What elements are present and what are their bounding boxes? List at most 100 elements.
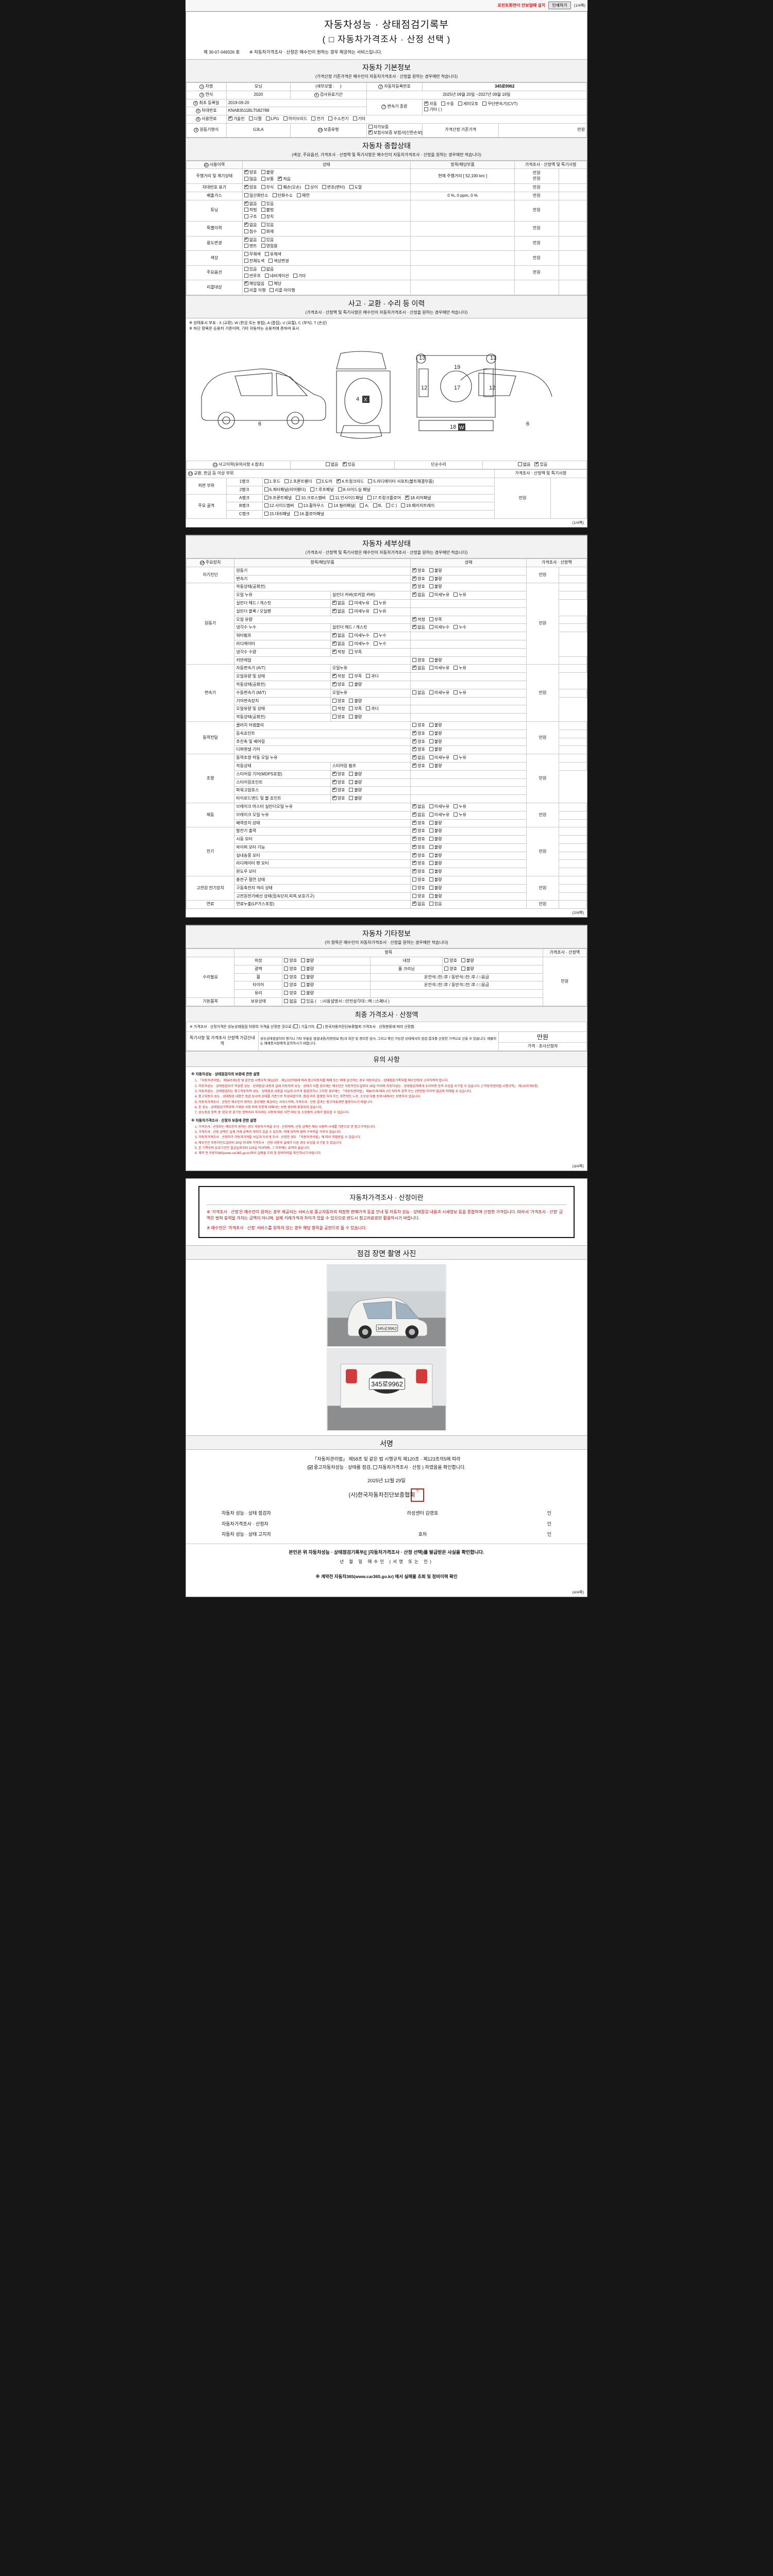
checkbox-icon[interactable]	[429, 731, 433, 735]
checkbox-icon[interactable]	[453, 592, 458, 597]
status-option[interactable]: 많음	[244, 177, 257, 182]
state-option[interactable]: 불량	[301, 991, 314, 996]
checkbox-icon[interactable]	[264, 512, 268, 516]
state-option[interactable]: 불량	[429, 885, 442, 891]
status-option[interactable]: 침수	[244, 229, 257, 235]
checkbox-icon[interactable]	[412, 803, 417, 809]
checkbox-icon[interactable]	[293, 273, 297, 278]
status-option[interactable]: 기타	[293, 273, 306, 279]
checkbox-icon[interactable]	[349, 771, 354, 776]
state-option[interactable]: 양호	[412, 885, 425, 891]
state-option[interactable]: 불량	[349, 788, 362, 793]
state-option[interactable]: 양호	[412, 762, 425, 769]
state-option[interactable]: 양호	[284, 974, 297, 980]
state-option[interactable]: 양호	[444, 966, 457, 972]
checkbox-icon[interactable]	[284, 974, 289, 979]
checkbox-icon[interactable]	[412, 836, 417, 841]
checkbox-icon[interactable]	[328, 116, 333, 121]
checkbox-icon[interactable]	[296, 495, 300, 500]
checkbox-icon[interactable]	[412, 575, 417, 581]
part-option[interactable]: B,	[373, 503, 382, 509]
checkbox-icon[interactable]	[244, 200, 248, 206]
checkbox-icon[interactable]	[373, 633, 378, 638]
checkbox-icon[interactable]	[332, 779, 337, 784]
state-option[interactable]: 양호	[444, 958, 457, 964]
state-option[interactable]: 양호	[412, 877, 425, 883]
checkbox-icon[interactable]	[261, 201, 265, 206]
accident-history-option[interactable]: 있음	[342, 461, 355, 468]
checkbox-icon[interactable]	[311, 116, 316, 121]
part-option[interactable]: 19.패키지트레이	[401, 503, 434, 509]
state-option[interactable]: 양호	[412, 567, 425, 574]
state-option[interactable]: 불량	[429, 747, 442, 753]
checkbox-icon[interactable]	[412, 885, 417, 890]
checkbox-icon[interactable]	[244, 169, 248, 175]
checkbox-icon[interactable]	[412, 746, 417, 752]
state-option[interactable]: 미세누수	[349, 633, 369, 639]
checkbox-icon[interactable]	[429, 625, 433, 630]
status-option[interactable]: 일산화탄소	[244, 193, 268, 199]
state-option[interactable]: 있음	[429, 902, 442, 907]
checkbox-icon[interactable]	[429, 617, 433, 621]
state-option[interactable]: 불량	[429, 861, 442, 867]
checkbox-icon[interactable]	[264, 273, 269, 278]
checkbox-icon[interactable]	[349, 600, 354, 605]
checkbox-icon[interactable]	[453, 804, 458, 808]
checkbox-icon[interactable]	[261, 244, 265, 248]
status-option[interactable]: 양호	[244, 184, 257, 191]
checkbox-icon[interactable]	[244, 258, 248, 263]
state-option[interactable]: 미세누수	[349, 641, 369, 647]
status-option[interactable]: 상이	[305, 184, 318, 191]
transmission-option[interactable]: 세미오토	[458, 101, 478, 107]
checkbox-icon[interactable]	[368, 129, 373, 135]
checkbox-icon[interactable]	[261, 237, 265, 242]
checkbox-icon[interactable]	[412, 567, 417, 573]
state-option[interactable]: 적정	[332, 706, 345, 712]
state-option[interactable]: 없음	[332, 608, 345, 615]
state-option[interactable]: 양호	[332, 795, 345, 802]
checkbox-icon[interactable]	[534, 461, 539, 467]
state-option[interactable]: 양호	[412, 583, 425, 590]
status-option[interactable]: 해당없음	[244, 280, 264, 287]
checkbox-icon[interactable]	[349, 649, 354, 654]
state-option[interactable]: 누유	[453, 666, 466, 671]
status-option[interactable]: 보통	[261, 177, 274, 182]
state-option[interactable]: 적정	[332, 673, 345, 680]
checkbox-icon[interactable]	[429, 902, 433, 906]
checkbox-icon[interactable]	[261, 229, 265, 233]
status-option[interactable]: 있음	[261, 237, 274, 243]
checkbox-icon[interactable]	[244, 193, 248, 197]
checkbox-icon[interactable]	[268, 281, 273, 286]
checkbox-icon[interactable]	[412, 665, 417, 670]
checkbox-icon[interactable]	[373, 600, 378, 605]
checkbox-icon[interactable]	[244, 184, 248, 190]
checkbox-icon[interactable]	[461, 966, 465, 971]
checkbox-icon[interactable]	[453, 755, 458, 760]
status-option[interactable]: 매연	[297, 193, 310, 199]
status-option[interactable]: 없음	[244, 222, 257, 228]
state-option[interactable]: 양호	[412, 730, 425, 737]
state-option[interactable]: 불량	[429, 893, 442, 900]
status-option[interactable]: 장치	[261, 214, 274, 220]
state-option[interactable]: 불량	[301, 958, 314, 964]
checkbox-icon[interactable]	[264, 495, 268, 500]
state-option[interactable]: 있음 (	[301, 999, 316, 1005]
checkbox-icon[interactable]	[412, 844, 417, 850]
checkbox-icon[interactable]	[429, 804, 433, 808]
state-option[interactable]: 양호	[412, 827, 425, 834]
checkbox-icon[interactable]	[332, 632, 337, 638]
checkbox-icon[interactable]	[283, 116, 288, 121]
checkbox-icon[interactable]	[429, 657, 433, 662]
warranty-option[interactable]: 보험사보증 보험사[신한손보]	[368, 129, 423, 136]
checkbox-icon[interactable]	[366, 674, 371, 679]
fuel-option[interactable]: 디젤	[248, 116, 262, 122]
checkbox-icon[interactable]	[301, 991, 306, 995]
checkbox-icon[interactable]	[332, 771, 337, 776]
checkbox-icon[interactable]	[368, 124, 373, 129]
checkbox-icon[interactable]	[332, 649, 337, 654]
state-option[interactable]: 적정	[412, 616, 425, 623]
state-option[interactable]: 양호	[412, 657, 425, 664]
checkbox-icon[interactable]	[284, 966, 289, 971]
state-option[interactable]: 불량	[349, 779, 362, 786]
status-option[interactable]: 무채색	[244, 252, 261, 258]
